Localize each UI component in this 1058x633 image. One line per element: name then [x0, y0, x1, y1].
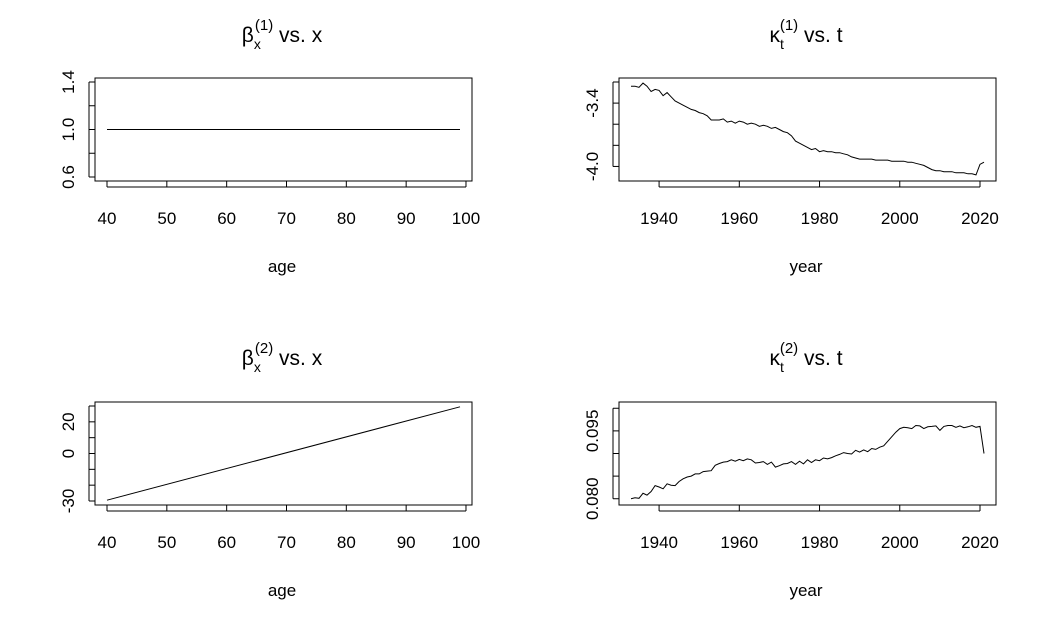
panel-kappa2-xlabel: year	[789, 581, 822, 600]
panel-beta2-ytick-label-0: -30	[59, 489, 78, 514]
panel-kappa1-xlabel: year	[789, 257, 822, 276]
panel-kappa1-xticks: 1940 1960 1980 2000 2020	[640, 181, 999, 228]
panel-kappa2-xtick-label-4: 2020	[961, 533, 999, 552]
panel-kappa1-xtick-label-1: 1960	[720, 209, 758, 228]
panel-beta1: βx(1) vs. x 0.6 1.0 1.4 40 50 60 70 80 90 100 ag…	[59, 17, 480, 276]
panel-beta1-xticks: 40 50 60 70 80 90 100	[98, 181, 480, 228]
panel-kappa1-line	[631, 82, 985, 176]
panel-beta2-xticks: 40 50 60 70 80 90 100	[98, 505, 480, 552]
panel-beta1-xtick-label-6: 100	[452, 209, 480, 228]
panel-kappa2-box	[618, 401, 997, 506]
panel-kappa2-xtick-label-1: 1960	[720, 533, 758, 552]
panel-beta2-xtick-label-5: 90	[397, 533, 416, 552]
panel-beta1-title: βx(1) vs. x	[242, 17, 323, 52]
panel-beta1-xtick-label-0: 40	[98, 209, 117, 228]
panel-kappa2-xticks: 1940 1960 1980 2000 2020	[640, 505, 999, 552]
panel-kappa2: κt(2) vs. t 0.080 0.095 1940 1960 1980 2000 2…	[583, 340, 999, 600]
panel-kappa2-ytick-label-0: 0.080	[583, 477, 602, 520]
panel-kappa1-xtick-label-0: 1940	[640, 209, 678, 228]
panel-kappa1-xtick-label-4: 2020	[961, 209, 999, 228]
panel-beta1-xlabel: age	[268, 257, 296, 276]
panel-beta1-ytick-label-0: 0.6	[59, 165, 78, 189]
panel-beta2-xtick-label-3: 70	[277, 533, 296, 552]
panel-beta1-xtick-label-1: 50	[157, 209, 176, 228]
panel-beta1-xtick-label-3: 70	[277, 209, 296, 228]
panel-kappa1: κt(1) vs. t -4.0 -3.4 1940 1960 1980 2000 202…	[583, 17, 999, 276]
panel-kappa1-ytick-label-1: -3.4	[583, 88, 602, 117]
panel-kappa1-ytick-label-0: -4.0	[583, 152, 602, 181]
panel-kappa1-box	[618, 77, 997, 182]
panel-kappa2-xtick-label-2: 1980	[801, 533, 839, 552]
panel-beta2-xtick-label-0: 40	[98, 533, 117, 552]
panel-beta1-ytick-label-1: 1.0	[59, 118, 78, 142]
panel-beta2-yticks: -30 0 20	[59, 405, 95, 514]
panel-beta2-line	[106, 406, 461, 501]
panel-beta1-ytick-label-2: 1.4	[59, 70, 78, 94]
panel-kappa2-xtick-label-0: 1940	[640, 533, 678, 552]
panel-kappa1-xtick-label-3: 2000	[881, 209, 919, 228]
panel-beta1-xtick-label-4: 80	[337, 209, 356, 228]
panel-kappa1-title: κt(1) vs. t	[769, 17, 842, 52]
panel-kappa2-ytick-label-1: 0.095	[583, 410, 602, 453]
panel-beta2-xlabel: age	[268, 581, 296, 600]
panel-beta2-title: βx(2) vs. x	[242, 340, 323, 375]
panel-beta1-yticks: 0.6 1.0 1.4	[59, 70, 95, 189]
panel-kappa2-title: κt(2) vs. t	[769, 340, 842, 375]
panel-beta2-xtick-label-4: 80	[337, 533, 356, 552]
panel-beta2: βx(2) vs. x -30 0 20 40 50 60 70 80 90 100 age	[59, 340, 480, 600]
panel-kappa2-yticks: 0.080 0.095	[583, 407, 619, 520]
panel-beta2-xtick-label-1: 50	[157, 533, 176, 552]
panel-kappa1-yticks: -4.0 -3.4	[583, 81, 619, 181]
panel-beta1-xtick-label-5: 90	[397, 209, 416, 228]
panel-kappa1-xtick-label-2: 1980	[801, 209, 839, 228]
panel-kappa2-xtick-label-3: 2000	[881, 533, 919, 552]
panel-beta2-xtick-label-2: 60	[217, 533, 236, 552]
panel-beta2-xtick-label-6: 100	[452, 533, 480, 552]
panel-beta2-ytick-label-2: 20	[59, 412, 78, 431]
panel-beta2-ytick-label-1: 0	[59, 449, 78, 458]
panel-beta1-xtick-label-2: 60	[217, 209, 236, 228]
panel-kappa2-line	[630, 424, 985, 500]
